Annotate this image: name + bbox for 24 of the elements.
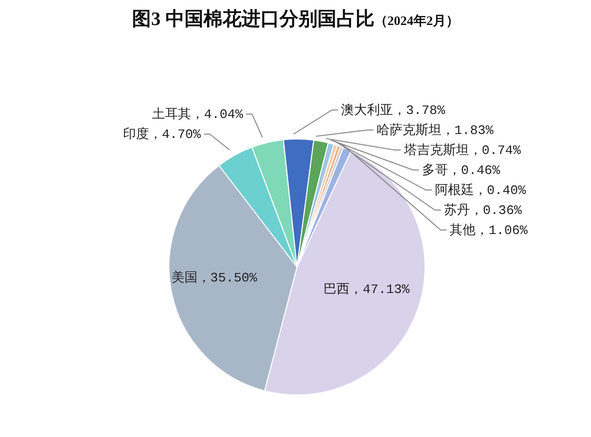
slice-label: 印度	[122, 126, 149, 142]
data-label: ，0.40%	[474, 182, 526, 198]
data-label: ，47.13%	[350, 281, 410, 296]
data-label: ，4.04%	[190, 106, 244, 122]
data-label: ，0.46%	[448, 162, 500, 178]
slice-label: 其他	[450, 222, 476, 238]
slice-label: 阿根廷	[434, 182, 474, 198]
slice-label: 多哥	[422, 162, 448, 178]
slice-label: 塔吉克斯坦	[402, 142, 469, 158]
slice-label: 澳大利亚	[341, 102, 393, 118]
slice-label: 巴西	[324, 281, 350, 296]
chart-subtitle: （2024年2月）	[374, 13, 459, 28]
slice-label: 哈萨克斯坦	[376, 122, 442, 138]
data-label: ，4.70%	[148, 126, 202, 142]
slice-label: 土耳其	[152, 106, 191, 122]
data-label: ，35.50%	[197, 270, 258, 286]
chart-title: 图3 中国棉花进口分别国占比	[132, 9, 374, 30]
data-label: ，1.83%	[441, 122, 494, 138]
slice-label: 苏丹	[444, 202, 470, 218]
data-label: ，0.36%	[470, 202, 522, 218]
data-label: ，1.06%	[476, 222, 528, 238]
slice-label: 美国	[171, 269, 198, 286]
data-label: ，3.78%	[393, 102, 446, 118]
data-label: ，0.74%	[468, 142, 521, 158]
